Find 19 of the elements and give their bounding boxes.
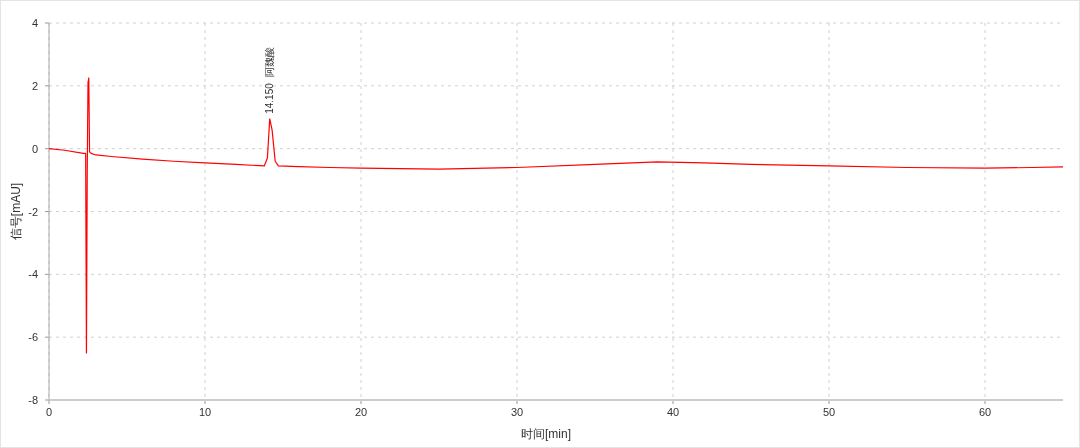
x-tick-label: 0: [45, 406, 53, 418]
x-tick-label: 60: [978, 406, 992, 418]
x-tick-label: 30: [510, 406, 524, 418]
y-tick-label: -2: [28, 205, 38, 218]
annotation: 14.150: [263, 82, 275, 114]
x-tick-label: 20: [354, 406, 368, 418]
y-tick-label: -8: [28, 394, 38, 406]
y-tick-label: 2: [31, 79, 38, 92]
y-axis-title: 信号[mAU]: [9, 182, 23, 241]
x-tick-label: 40: [666, 406, 680, 418]
y-tick-label: -4: [28, 268, 38, 281]
x-tick-label: 50: [822, 406, 836, 418]
x-tick-label: 10: [198, 406, 212, 418]
x-axis-title: 时间[min]: [520, 427, 572, 441]
line-series: [48, 77, 1064, 354]
y-tick-label: -6: [28, 331, 38, 344]
y-tick-label: 0: [31, 142, 38, 155]
y-tick-label: 4: [31, 17, 38, 29]
annotation: 阿魏酸: [263, 47, 275, 78]
